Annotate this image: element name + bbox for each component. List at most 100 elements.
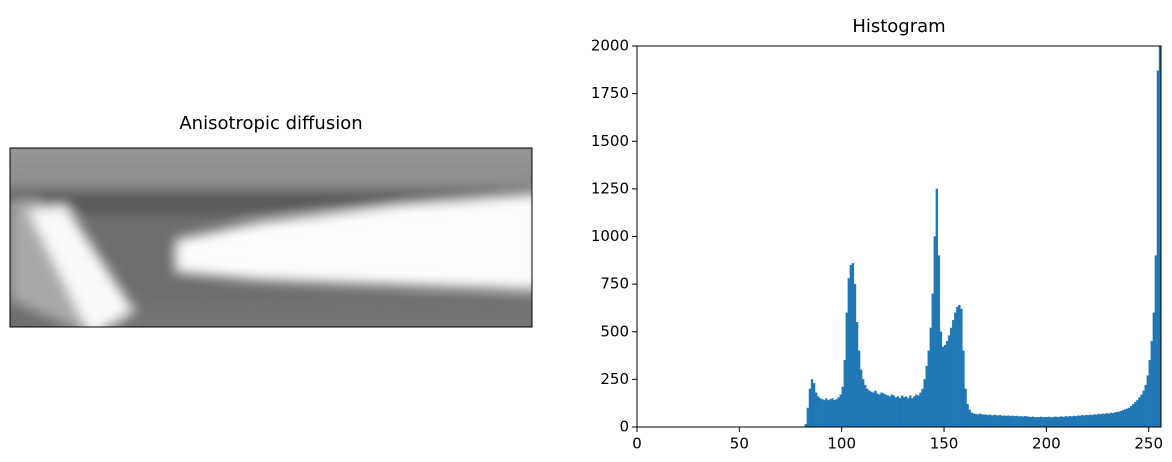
bar [888,396,891,428]
bar [1035,416,1039,428]
bar [851,263,855,428]
bar [892,395,896,428]
bar [1126,408,1129,428]
bar [1093,414,1096,428]
bar [1121,410,1125,428]
bar [1027,416,1031,428]
bar [1107,413,1110,428]
bar [1140,394,1143,428]
bar [816,396,820,428]
bar [947,335,951,428]
y-tick-label: 0 [619,418,629,436]
bar [935,188,939,428]
bar [950,327,953,428]
bar [1068,415,1072,428]
bar [907,398,910,428]
bar [845,312,848,428]
bar [896,396,900,428]
bar [1017,416,1020,428]
bar [1003,415,1006,428]
bar [974,413,977,428]
bar [876,393,879,428]
bar [1109,412,1113,428]
bar [945,341,949,428]
bar [1009,415,1012,428]
bar [862,379,865,428]
x-tick-label: 50 [730,435,749,453]
image-title: Anisotropic diffusion [179,113,362,134]
bar [1138,397,1141,428]
bar [970,412,973,428]
bar [1058,416,1061,428]
bar [1095,414,1098,428]
bar [1048,416,1051,428]
bar [902,397,906,428]
y-tick-label: 500 [600,322,629,340]
bar [1097,413,1100,428]
bar [1038,417,1041,428]
bar [825,398,828,428]
bar [1105,413,1108,428]
image-frame [9,147,533,328]
y-tick-label: 750 [600,275,629,293]
bar [886,395,889,428]
bar [941,346,945,428]
y-tick-label: 2000 [591,37,629,55]
bar [874,390,877,428]
bar [1025,416,1029,428]
bar [810,379,814,428]
bar [827,400,830,428]
bar [1042,417,1045,428]
bar [1044,416,1047,428]
bar [1031,416,1035,428]
bar [952,320,955,428]
bar [962,350,965,428]
bar [1117,411,1121,428]
bar [847,278,851,428]
bar [1150,341,1153,428]
bar [1005,415,1008,428]
bar [937,255,941,428]
bar [1054,416,1057,428]
bar [939,331,943,428]
bar [823,400,826,428]
bar [1085,414,1088,428]
bar [1124,409,1127,428]
bar [1007,415,1010,428]
bar [1089,414,1092,428]
y-tick-label: 250 [600,370,629,388]
y-tick-label: 1500 [591,132,629,150]
x-tick-label: 150 [930,435,959,453]
bar [925,365,928,428]
bar [821,399,824,428]
bar [1021,416,1025,428]
bar [958,304,961,428]
bar [1128,407,1131,428]
bar [890,394,894,428]
bar [911,398,914,428]
bar [1033,417,1037,428]
bar [868,390,871,428]
bar [997,415,1000,428]
bar [1111,413,1115,428]
bar [1060,416,1063,428]
bar [929,327,932,428]
bar [833,400,836,428]
y-tick-label: 1250 [591,179,629,197]
bar [927,350,930,428]
bar [1019,415,1022,428]
bar [999,415,1002,428]
bar [964,388,967,428]
bar [806,407,810,428]
bar [1132,403,1135,428]
bar [1076,415,1080,428]
bar [835,399,838,428]
bar [1050,417,1053,428]
bar [990,415,994,428]
bar [976,414,979,428]
bar [1142,390,1145,428]
bar [1062,416,1065,428]
bar [919,392,922,428]
bar [853,283,857,428]
